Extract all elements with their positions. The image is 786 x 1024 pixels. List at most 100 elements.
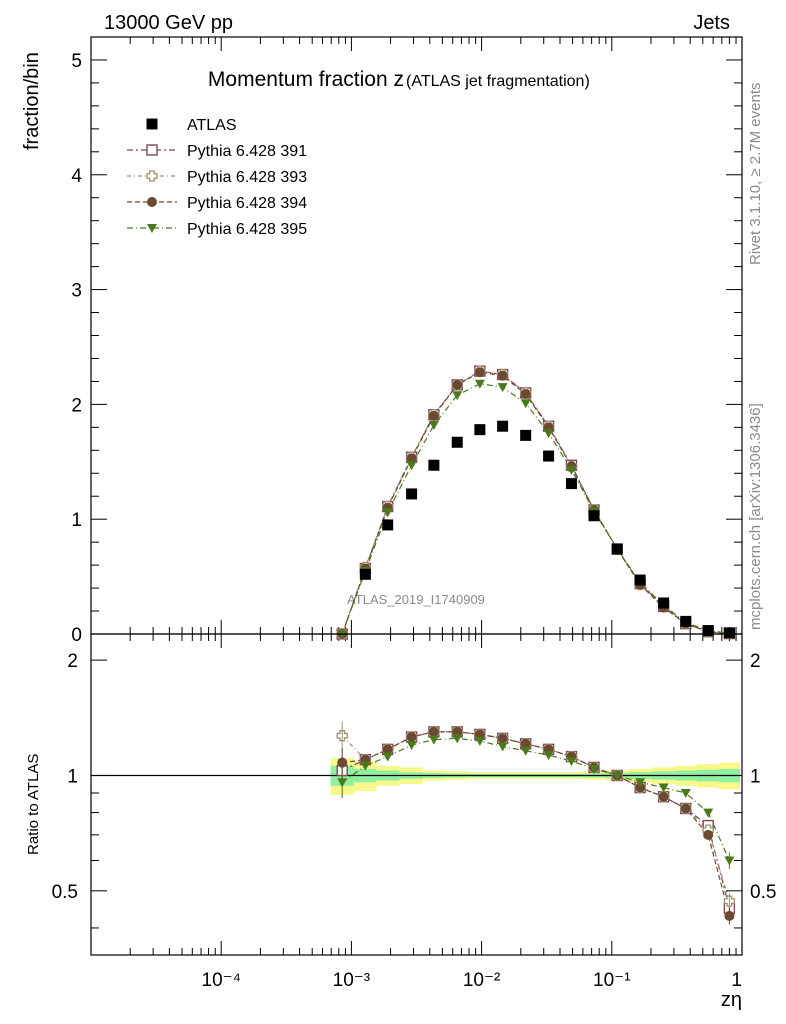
mc-ratio-point bbox=[452, 726, 463, 737]
atlas-data-point bbox=[543, 450, 555, 462]
mc-ratio-point bbox=[680, 803, 691, 814]
atlas-data-point bbox=[497, 420, 509, 432]
mc-ratio-point bbox=[382, 752, 393, 762]
x-axis-title: zη bbox=[721, 989, 742, 1011]
mc-ratio-point bbox=[543, 751, 554, 761]
mc-ratio-point bbox=[566, 757, 577, 767]
mc-ratio-point bbox=[428, 735, 439, 745]
mc-ratio-point bbox=[497, 733, 508, 744]
atlas-data-point bbox=[658, 597, 670, 609]
mc-curve-ratio bbox=[341, 731, 730, 902]
mc-curve-ratio bbox=[342, 731, 730, 917]
analysis-watermark: ATLAS_2019_I1740909 bbox=[347, 592, 485, 607]
atlas-data-point bbox=[451, 436, 463, 448]
axis-ticks: 10⁻⁴ 10⁻³ 10⁻² 10⁻¹ 1 0 1 2 3 4 5 0.5 0.5 1 1 2 2 bbox=[52, 36, 776, 991]
rivet-version-label: Rivet 3.1.10, ≥ 2.7M events bbox=[747, 83, 764, 266]
data-markers bbox=[336, 365, 736, 925]
legend-marker bbox=[146, 170, 158, 182]
atlas-data-point bbox=[611, 543, 623, 555]
mc-point bbox=[452, 379, 463, 390]
x-tick-label: 10⁻¹ bbox=[593, 970, 631, 991]
legend: ATLAS Pythia 6.428 391 Pythia 6.428 393 Pyt… bbox=[127, 117, 307, 238]
mc-ratio-point bbox=[474, 729, 485, 740]
mc-point bbox=[406, 453, 417, 464]
x-tick-label: 10⁻³ bbox=[333, 970, 371, 991]
atlas-data-point bbox=[474, 424, 486, 436]
mc-curve-ratio bbox=[341, 737, 730, 861]
mc-ratio-point bbox=[520, 746, 531, 756]
mc-ratio-point bbox=[635, 782, 646, 793]
ratio-tick-label-right: 1 bbox=[750, 766, 761, 787]
legend-entry: Pythia 6.428 394 bbox=[127, 195, 307, 212]
y-tick-label: 2 bbox=[71, 395, 82, 416]
y-tick-label: 4 bbox=[71, 166, 82, 187]
y-tick-label: 1 bbox=[71, 510, 82, 531]
legend-marker bbox=[146, 144, 158, 156]
mcplots-reference-label: mcplots.cern.ch [arXiv:1306.3436] bbox=[747, 403, 764, 630]
mc-ratio-point bbox=[680, 789, 691, 799]
mc-point bbox=[497, 370, 508, 381]
x-tick-label: 10⁻⁴ bbox=[202, 970, 241, 991]
mc-ratio-point bbox=[703, 808, 714, 818]
legend-label: Pythia 6.428 394 bbox=[187, 195, 307, 212]
mc-point bbox=[452, 391, 463, 401]
legend-entry-atlas: ATLAS bbox=[146, 117, 237, 134]
atlas-data-point bbox=[359, 568, 371, 580]
legend-label: Pythia 6.428 391 bbox=[187, 143, 307, 160]
legend-entry: Pythia 6.428 393 bbox=[127, 169, 307, 186]
ratio-tick-label-right: 2 bbox=[750, 651, 761, 672]
atlas-data-point bbox=[723, 627, 735, 639]
mc-ratio-point bbox=[382, 744, 393, 755]
mc-ratio-point bbox=[406, 741, 417, 751]
mc-ratio-point bbox=[428, 726, 439, 737]
ratio-tick-label-left: 2 bbox=[67, 651, 78, 672]
mc-point bbox=[520, 389, 531, 400]
atlas-data-point bbox=[382, 519, 394, 531]
mc-curve-ratio bbox=[341, 731, 730, 909]
mc-point bbox=[497, 383, 508, 393]
legend-marker bbox=[147, 224, 157, 233]
atlas-data-point bbox=[565, 478, 577, 490]
chart-title-suffix: (ATLAS jet fragmentation) bbox=[406, 73, 590, 90]
mc-ratio-point bbox=[497, 742, 508, 752]
ratio-axis-title: Ratio to ATLAS bbox=[25, 754, 42, 855]
mc-ratio-point bbox=[658, 791, 669, 802]
mc-curves bbox=[341, 370, 730, 917]
mc-ratio-point bbox=[452, 734, 463, 744]
ratio-tick-label-left: 0.5 bbox=[52, 882, 78, 903]
ratio-tick-label-right: 0.5 bbox=[750, 882, 776, 903]
chart-title: Momentum fraction z bbox=[208, 68, 404, 91]
y-tick-label: 5 bbox=[71, 51, 82, 72]
mc-ratio-point bbox=[520, 738, 531, 749]
atlas-data-point bbox=[702, 625, 714, 637]
mc-point bbox=[406, 461, 417, 471]
legend-label: Pythia 6.428 393 bbox=[187, 169, 307, 186]
mc-ratio-point bbox=[406, 732, 417, 743]
mc-point bbox=[428, 410, 439, 421]
atlas-data-point bbox=[680, 615, 692, 627]
atlas-data-point bbox=[588, 510, 600, 522]
mc-curve-main bbox=[341, 371, 730, 635]
mc-ratio-point bbox=[589, 764, 600, 774]
plot-frames bbox=[90, 36, 743, 956]
ratio-plot-frame bbox=[90, 633, 743, 956]
mc-ratio-point bbox=[703, 829, 714, 840]
legend-label: ATLAS bbox=[187, 117, 237, 134]
mc-point bbox=[382, 508, 393, 518]
y-tick-label: 3 bbox=[71, 281, 82, 302]
legend-marker bbox=[147, 197, 157, 207]
y-tick-label: 0 bbox=[71, 625, 82, 646]
atlas-data-point bbox=[406, 488, 418, 500]
mc-ratio-point bbox=[360, 761, 371, 771]
mc-ratio-point bbox=[635, 778, 646, 788]
uncertainty-bands bbox=[91, 758, 742, 795]
mc-point bbox=[474, 367, 485, 378]
y-axis-title: fraction/bin bbox=[21, 52, 43, 150]
legend-entry: Pythia 6.428 391 bbox=[127, 143, 307, 160]
mc-curve-main bbox=[341, 383, 730, 635]
mc-point bbox=[520, 399, 531, 409]
mc-ratio-point bbox=[612, 771, 623, 781]
mc-point bbox=[543, 429, 554, 439]
ratio-tick-label-left: 1 bbox=[67, 766, 78, 787]
